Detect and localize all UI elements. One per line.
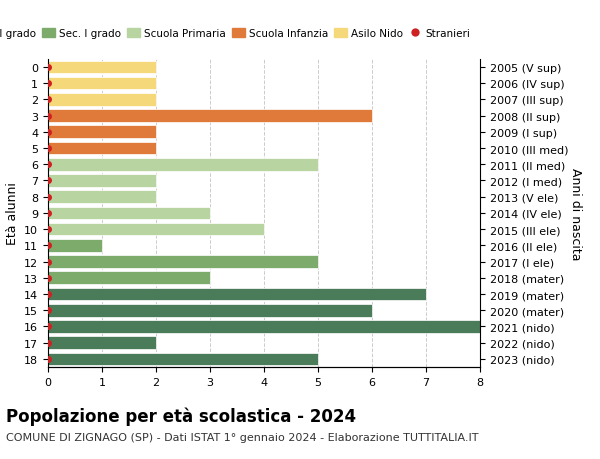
Y-axis label: Anni di nascita: Anni di nascita: [569, 167, 582, 260]
Bar: [48, 110, 372, 123]
Bar: [48, 175, 156, 187]
Bar: [48, 126, 156, 139]
Bar: [48, 158, 318, 171]
Text: Popolazione per età scolastica - 2024: Popolazione per età scolastica - 2024: [6, 406, 356, 425]
Bar: [48, 224, 264, 236]
Bar: [48, 94, 156, 106]
Bar: [48, 304, 372, 317]
Bar: [48, 272, 210, 285]
Bar: [48, 353, 318, 365]
Text: COMUNE DI ZIGNAGO (SP) - Dati ISTAT 1° gennaio 2024 - Elaborazione TUTTITALIA.IT: COMUNE DI ZIGNAGO (SP) - Dati ISTAT 1° g…: [6, 432, 479, 442]
Y-axis label: Età alunni: Età alunni: [5, 182, 19, 245]
Bar: [48, 336, 156, 349]
Bar: [48, 78, 156, 90]
Bar: [48, 191, 156, 203]
Bar: [48, 288, 426, 301]
Bar: [48, 320, 480, 333]
Bar: [48, 256, 318, 269]
Legend: Sec. II grado, Sec. I grado, Scuola Primaria, Scuola Infanzia, Asilo Nido, Stran: Sec. II grado, Sec. I grado, Scuola Prim…: [0, 25, 475, 43]
Bar: [48, 62, 156, 74]
Bar: [48, 240, 102, 252]
Bar: [48, 207, 210, 220]
Bar: [48, 142, 156, 155]
